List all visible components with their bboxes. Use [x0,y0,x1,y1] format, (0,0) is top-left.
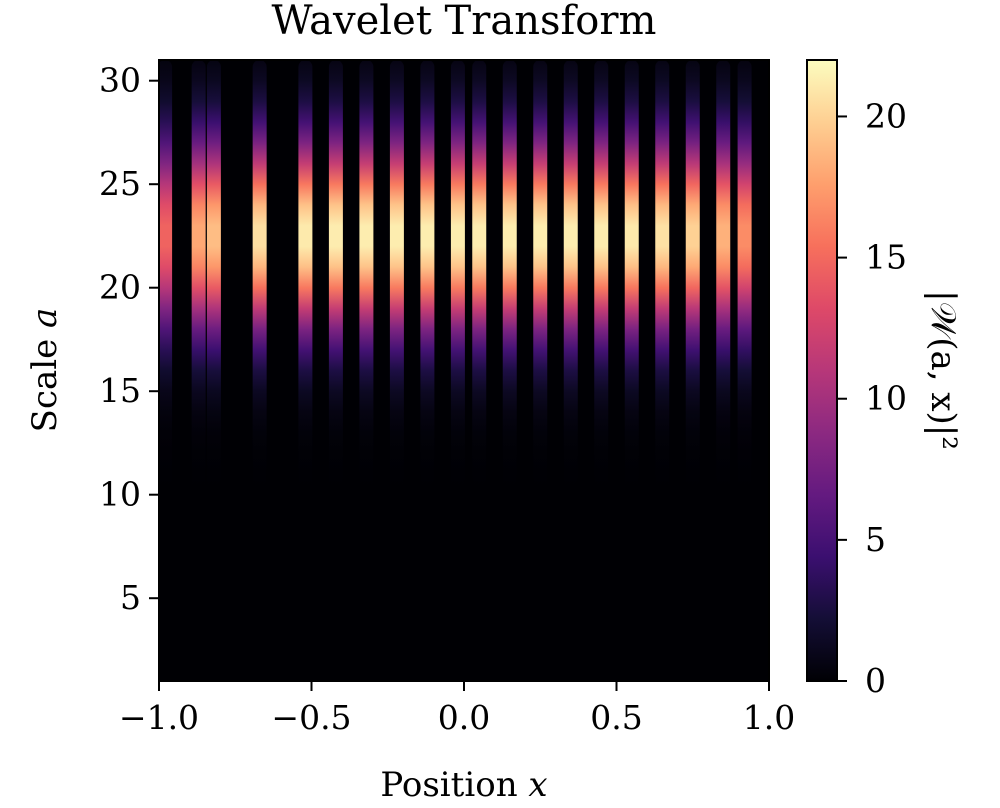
heatmap-stripe [737,60,752,681]
heatmap-stripe [450,60,465,681]
heatmap-stripe [359,60,374,681]
heatmap-stripe [624,60,639,681]
colorbar-gradient [807,60,837,681]
heatmap-stripe [472,60,487,681]
x-axis-label-text: Position [380,765,517,805]
colorbar-tick-label: 0 [865,661,886,700]
heatmap-stripe [716,60,731,681]
y-tick-label: 5 [120,578,141,617]
heatmap-stripe [328,60,343,681]
heatmap-stripe [655,60,670,681]
y-axis: 5 10 15 20 25 30 [99,61,159,617]
x-axis: −1.0 −0.5 0.0 0.5 1.0 [119,681,795,737]
heatmap-stripe [206,60,221,681]
heatmap-stripe [563,60,578,681]
colorbar-ticks: 0 5 10 15 20 [837,96,907,700]
heatmap-stripe [252,60,267,681]
y-tick-label: 25 [99,164,141,203]
colorbar: 0 5 10 15 20 |𝒲(a, x)|² [806,59,963,700]
heatmap-stripe [502,60,517,681]
x-tick-label: 1.0 [743,698,795,737]
colorbar-tick-label: 20 [865,96,907,135]
heatmap-stripe [159,60,173,681]
x-axis-label: Position x [380,765,547,805]
heatmap-stripe [685,60,700,681]
x-axis-label-space [518,765,529,805]
x-tick-label: −1.0 [119,698,199,737]
y-tick-label: 10 [99,475,141,514]
colorbar-label: |𝒲(a, x)|² [923,290,963,450]
y-tick-label: 15 [99,371,141,410]
heatmap-plot-area [158,59,770,682]
y-tick-label: 20 [99,268,141,307]
y-axis-label-text: Scale [25,339,65,433]
colorbar-tick-label: 15 [865,238,907,277]
colorbar-frame [806,59,838,682]
heatmap-stripe [420,60,435,681]
x-tick-label: 0.0 [438,698,490,737]
y-axis-label-var: a [25,308,65,328]
heatmap-stripe [298,60,313,681]
colorbar-tick-label: 10 [865,379,907,418]
heatmap-stripe [191,60,206,681]
y-axis-label: Scale a [25,308,65,433]
y-tick-label: 30 [99,61,141,100]
heatmap-layer [159,60,752,681]
chart-title: Wavelet Transform [272,0,657,44]
x-axis-label-var: x [528,765,547,805]
heatmap-stripe [594,60,609,681]
y-axis-label-space [25,328,65,339]
colorbar-tick-label: 5 [865,520,886,559]
heatmap-stripe [533,60,548,681]
x-tick-label: −0.5 [271,698,351,737]
heatmap-stripe [389,60,404,681]
x-tick-label: 0.5 [590,698,642,737]
